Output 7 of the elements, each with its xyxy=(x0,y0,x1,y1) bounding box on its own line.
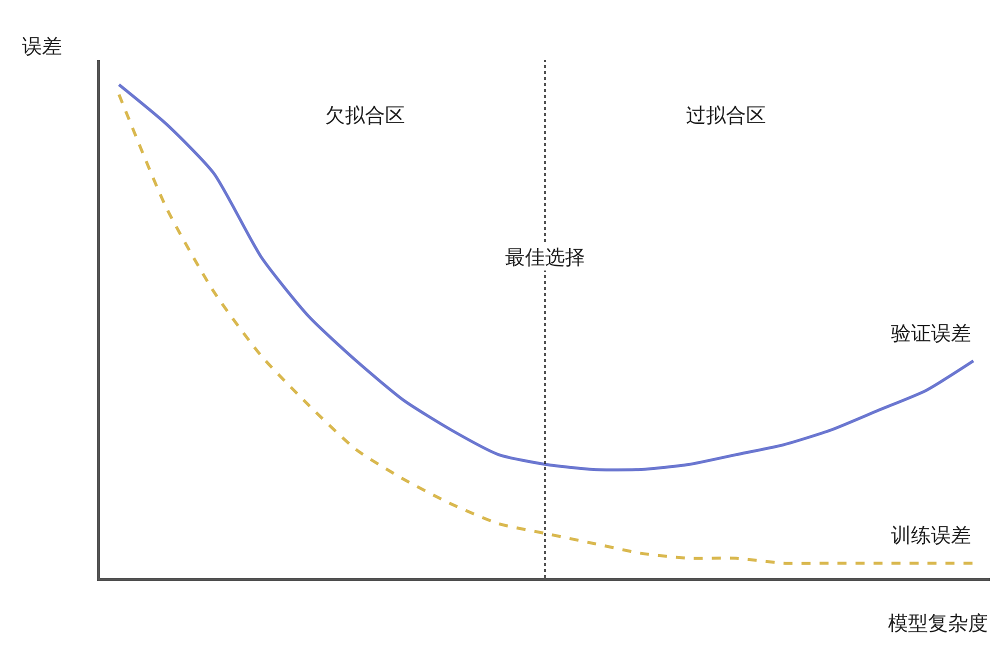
series-label: 验证误差 xyxy=(891,321,971,345)
y-axis-title: 误差 xyxy=(22,34,62,58)
annotation: 欠拟合区 xyxy=(325,103,405,127)
annotation: 过拟合区 xyxy=(686,103,766,127)
series-label: 训练误差 xyxy=(891,523,971,547)
annotation: 最佳选择 xyxy=(505,245,585,269)
x-axis-title: 模型复杂度 xyxy=(888,611,988,635)
